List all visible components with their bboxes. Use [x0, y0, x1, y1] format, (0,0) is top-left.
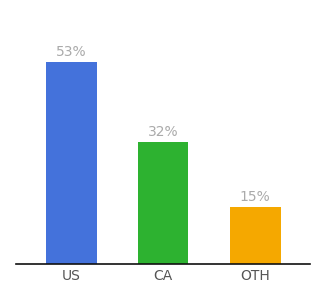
Text: 15%: 15%: [240, 190, 271, 204]
Text: 53%: 53%: [56, 45, 86, 59]
Bar: [138, 142, 188, 264]
Bar: [230, 207, 281, 264]
Bar: [46, 62, 97, 264]
Text: 32%: 32%: [148, 125, 179, 139]
